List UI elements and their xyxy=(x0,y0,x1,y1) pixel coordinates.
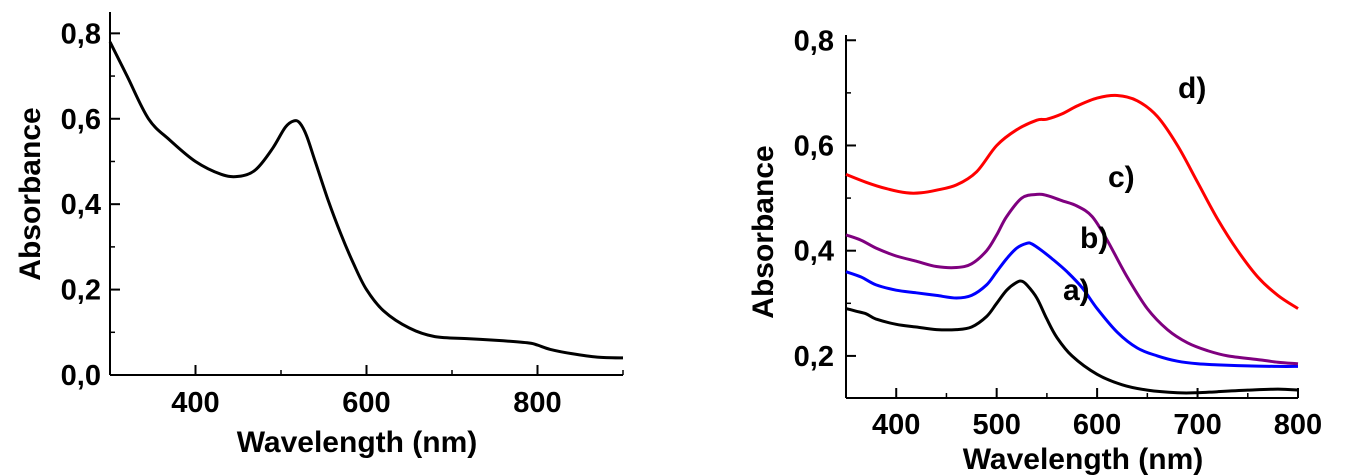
x-tick-label: 500 xyxy=(972,409,1020,441)
right-x-axis-title: Wavelength (nm) xyxy=(963,443,1204,475)
y-tick-label: 0,0 xyxy=(61,360,101,392)
y-tick-label: 0,8 xyxy=(61,18,101,50)
left-y-ticks: 0,0 0,2 0,4 0,6 0,8 xyxy=(61,18,120,392)
left-series xyxy=(108,41,624,360)
x-tick-label: 700 xyxy=(1173,409,1221,441)
y-tick-label: 0,2 xyxy=(61,275,101,307)
left-chart: 400 600 800 0,0 0,2 0,4 0,6 0,8 Wavelength (nm… xyxy=(14,12,624,459)
left-x-ticks: 400 600 800 xyxy=(109,365,624,419)
left-x-axis-title: Wavelength (nm) xyxy=(237,426,478,459)
left-y-axis-title: Absorbance xyxy=(14,107,47,280)
series-label-a: a) xyxy=(1063,274,1090,307)
y-tick-label: 0,8 xyxy=(794,25,834,57)
x-tick-label: 800 xyxy=(513,387,561,419)
series-line-a xyxy=(845,279,1299,395)
y-tick-label: 0,6 xyxy=(61,104,101,136)
right-y-axis-title: Absorbance xyxy=(747,145,780,318)
right-y-ticks: 0,2 0,4 0,6 0,8 xyxy=(794,25,856,373)
x-tick-label: 400 xyxy=(872,409,920,441)
x-tick-label: 800 xyxy=(1274,409,1322,441)
series-line-c xyxy=(845,192,1299,366)
series-line-b xyxy=(845,241,1299,368)
y-tick-label: 0,2 xyxy=(794,341,834,373)
x-tick-label: 400 xyxy=(171,387,219,419)
series-label-c: c) xyxy=(1108,161,1135,194)
y-tick-label: 0,6 xyxy=(794,130,834,162)
right-series xyxy=(845,93,1299,395)
right-chart: 400 500 600 700 800 0,2 0,4 0,6 0,8 a) b) c) d)… xyxy=(747,25,1322,475)
x-tick-label: 600 xyxy=(1073,409,1121,441)
right-x-ticks: 400 500 600 700 800 xyxy=(872,388,1322,441)
y-tick-label: 0,4 xyxy=(794,236,834,268)
series-line xyxy=(108,41,624,360)
series-label-d: d) xyxy=(1178,72,1206,105)
y-tick-label: 0,4 xyxy=(61,189,101,221)
x-tick-label: 600 xyxy=(342,387,390,419)
series-label-b: b) xyxy=(1080,222,1108,255)
series-line-d xyxy=(845,93,1299,310)
